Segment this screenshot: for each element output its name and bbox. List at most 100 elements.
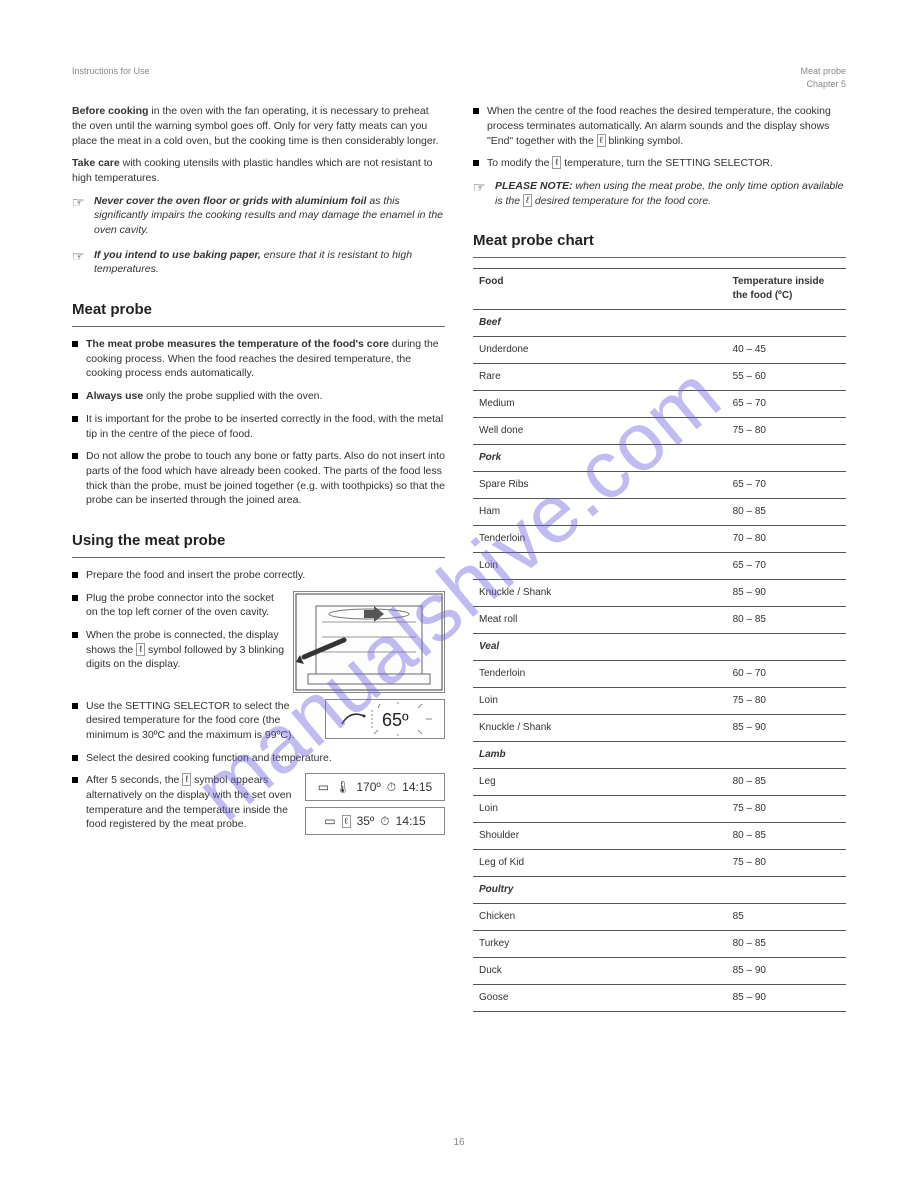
chart-data-row: Medium65 – 70 <box>473 391 846 418</box>
lead: Take care <box>72 157 120 169</box>
body: with cooking utensils with plastic handl… <box>72 157 433 184</box>
chart-food-cell: Underdone <box>473 337 727 364</box>
bullet-always-use: Always use only the probe supplied with … <box>72 389 445 404</box>
chart-temp-cell: 55 – 60 <box>727 364 846 391</box>
chart-temp-cell: 85 – 90 <box>727 958 846 985</box>
bullet-icon <box>72 703 78 709</box>
chart-subhead-row: Poultry <box>473 877 846 904</box>
chart-subhead-cell: Beef <box>473 310 846 337</box>
lcd-display-35: ▭ ℓ 35º ⏱ 14:15 <box>305 807 445 835</box>
chart-data-row: Meat roll80 – 85 <box>473 607 846 634</box>
chart-food-cell: Duck <box>473 958 727 985</box>
header-right: Meat probe Chapter 5 <box>800 65 846 90</box>
heating-icon: ▭ <box>318 779 329 796</box>
bullet-body: Do not allow the probe to touch any bone… <box>86 449 445 508</box>
chart-food-cell: Leg <box>473 769 727 796</box>
chart-food-cell: Spare Ribs <box>473 472 727 499</box>
clock-icon: ⏱ <box>380 813 389 830</box>
bullet-body: The meat probe measures the temperature … <box>86 337 445 381</box>
bullet-body: After 5 seconds, the ℓ symbol appears al… <box>86 773 297 832</box>
bullet-probe-measures: The meat probe measures the temperature … <box>72 337 445 381</box>
header-left: Instructions for Use <box>72 65 150 78</box>
bullet-body: It is important for the probe to be inse… <box>86 412 445 441</box>
bullet-display-shows: When the probe is connected, the display… <box>72 628 285 672</box>
bullet-body: Prepare the food and insert the probe co… <box>86 568 445 583</box>
chart-food-cell: Loin <box>473 688 727 715</box>
chart-temp-cell: 80 – 85 <box>727 823 846 850</box>
clock-icon: ⏱ <box>387 779 396 796</box>
chart-temp-cell: 70 – 80 <box>727 526 846 553</box>
chart-food-cell: Knuckle / Shank <box>473 580 727 607</box>
lead: Before cooking <box>72 105 148 117</box>
probe-icon: ℓ <box>552 156 561 169</box>
content-columns: Before cooking in the oven with the fan … <box>72 104 846 1012</box>
chart-food-cell: Medium <box>473 391 727 418</box>
header-right-title: Meat probe <box>800 65 846 78</box>
chart-data-row: Shoulder80 – 85 <box>473 823 846 850</box>
chart-food-cell: Goose <box>473 985 727 1012</box>
lead: Never cover the oven floor or grids with… <box>94 195 366 207</box>
chart-food-cell: Rare <box>473 364 727 391</box>
chart-subhead-row: Lamb <box>473 742 846 769</box>
lead: Always use <box>86 390 143 402</box>
text-end: blinking symbol. <box>608 135 683 147</box>
bullet-cooking-terminates: When the centre of the food reaches the … <box>473 104 846 148</box>
lcd-time: 14:15 <box>402 779 432 796</box>
lead: The meat probe measures the temperature … <box>86 338 389 350</box>
section-title-meat-probe: Meat probe <box>72 299 445 320</box>
bullet-prepare-food: Prepare the food and insert the probe co… <box>72 568 445 583</box>
bullet-icon <box>72 572 78 578</box>
chart-data-row: Well done75 – 80 <box>473 418 846 445</box>
bullet-after-5s: After 5 seconds, the ℓ symbol appears al… <box>72 773 297 832</box>
chart-data-row: Knuckle / Shank85 – 90 <box>473 580 846 607</box>
chart-subhead-cell: Veal <box>473 634 846 661</box>
bullet-do-not-touch-bone: Do not allow the probe to touch any bone… <box>72 449 445 508</box>
chart-data-row: Goose85 – 90 <box>473 985 846 1012</box>
chart-subhead-cell: Lamb <box>473 742 846 769</box>
meat-probe-chart-table: Food Temperature inside the food (ºC) Be… <box>473 268 846 1012</box>
chart-data-row: Duck85 – 90 <box>473 958 846 985</box>
chart-data-row: Underdone40 – 45 <box>473 337 846 364</box>
text-a: After 5 seconds, the <box>86 774 179 786</box>
chart-food-cell: Meat roll <box>473 607 727 634</box>
probe-icon: ℓ <box>597 134 606 147</box>
chart-data-row: Turkey80 – 85 <box>473 931 846 958</box>
chart-food-cell: Leg of Kid <box>473 850 727 877</box>
chart-food-cell: Knuckle / Shank <box>473 715 727 742</box>
bullet-icon <box>72 393 78 399</box>
pointing-hand-icon: ☞ <box>473 179 491 199</box>
text-b: temperature, turn the SETTING SELECTOR. <box>564 157 773 169</box>
note-please-note: ☞ PLEASE NOTE: when using the meat probe… <box>473 179 846 208</box>
chart-temp-cell: 80 – 85 <box>727 499 846 526</box>
bullet-icon <box>473 108 479 114</box>
note-body: PLEASE NOTE: when using the meat probe, … <box>495 179 846 208</box>
body: only the probe supplied with the oven. <box>146 390 322 402</box>
chart-temp-cell: 75 – 80 <box>727 850 846 877</box>
chart-temp-cell: 85 – 90 <box>727 715 846 742</box>
oven-diagram <box>293 591 445 693</box>
chart-data-row: Loin65 – 70 <box>473 553 846 580</box>
chart-temp-cell: 80 – 85 <box>727 769 846 796</box>
probe-icon: ℓ <box>136 643 145 656</box>
thermometer-icon: 🌡 <box>335 779 350 796</box>
figure-oven-probe <box>293 591 445 693</box>
chart-subhead-row: Beef <box>473 310 846 337</box>
probe-icon: ℓ <box>523 194 532 207</box>
bullet-icon <box>72 632 78 638</box>
chart-temp-cell: 75 – 80 <box>727 418 846 445</box>
bullet-body: Plug the probe connector into the socket… <box>86 591 285 620</box>
note-foil: ☞ Never cover the oven floor or grids wi… <box>72 194 445 238</box>
page: manualshive.com Instructions for Use Mea… <box>0 0 918 1188</box>
para-before-cooking: Before cooking in the oven with the fan … <box>72 104 445 148</box>
lcd-time: 14:15 <box>396 813 426 830</box>
chart-temp-cell: 65 – 70 <box>727 472 846 499</box>
section-title-chart: Meat probe chart <box>473 230 846 251</box>
note-baking-paper: ☞ If you intend to use baking paper, ens… <box>72 248 445 277</box>
bullet-icon <box>72 755 78 761</box>
chart-body: BeefUnderdone40 – 45Rare55 – 60Medium65 … <box>473 310 846 1012</box>
chart-data-row: Loin75 – 80 <box>473 688 846 715</box>
figure-lcd-stack: ▭ 🌡 170º ⏱ 14:15 ▭ ℓ 35º ⏱ 14:15 <box>305 773 445 841</box>
bullet-select-function: Select the desired cooking function and … <box>72 751 445 766</box>
section-rule <box>473 257 846 258</box>
chart-food-cell: Shoulder <box>473 823 727 850</box>
